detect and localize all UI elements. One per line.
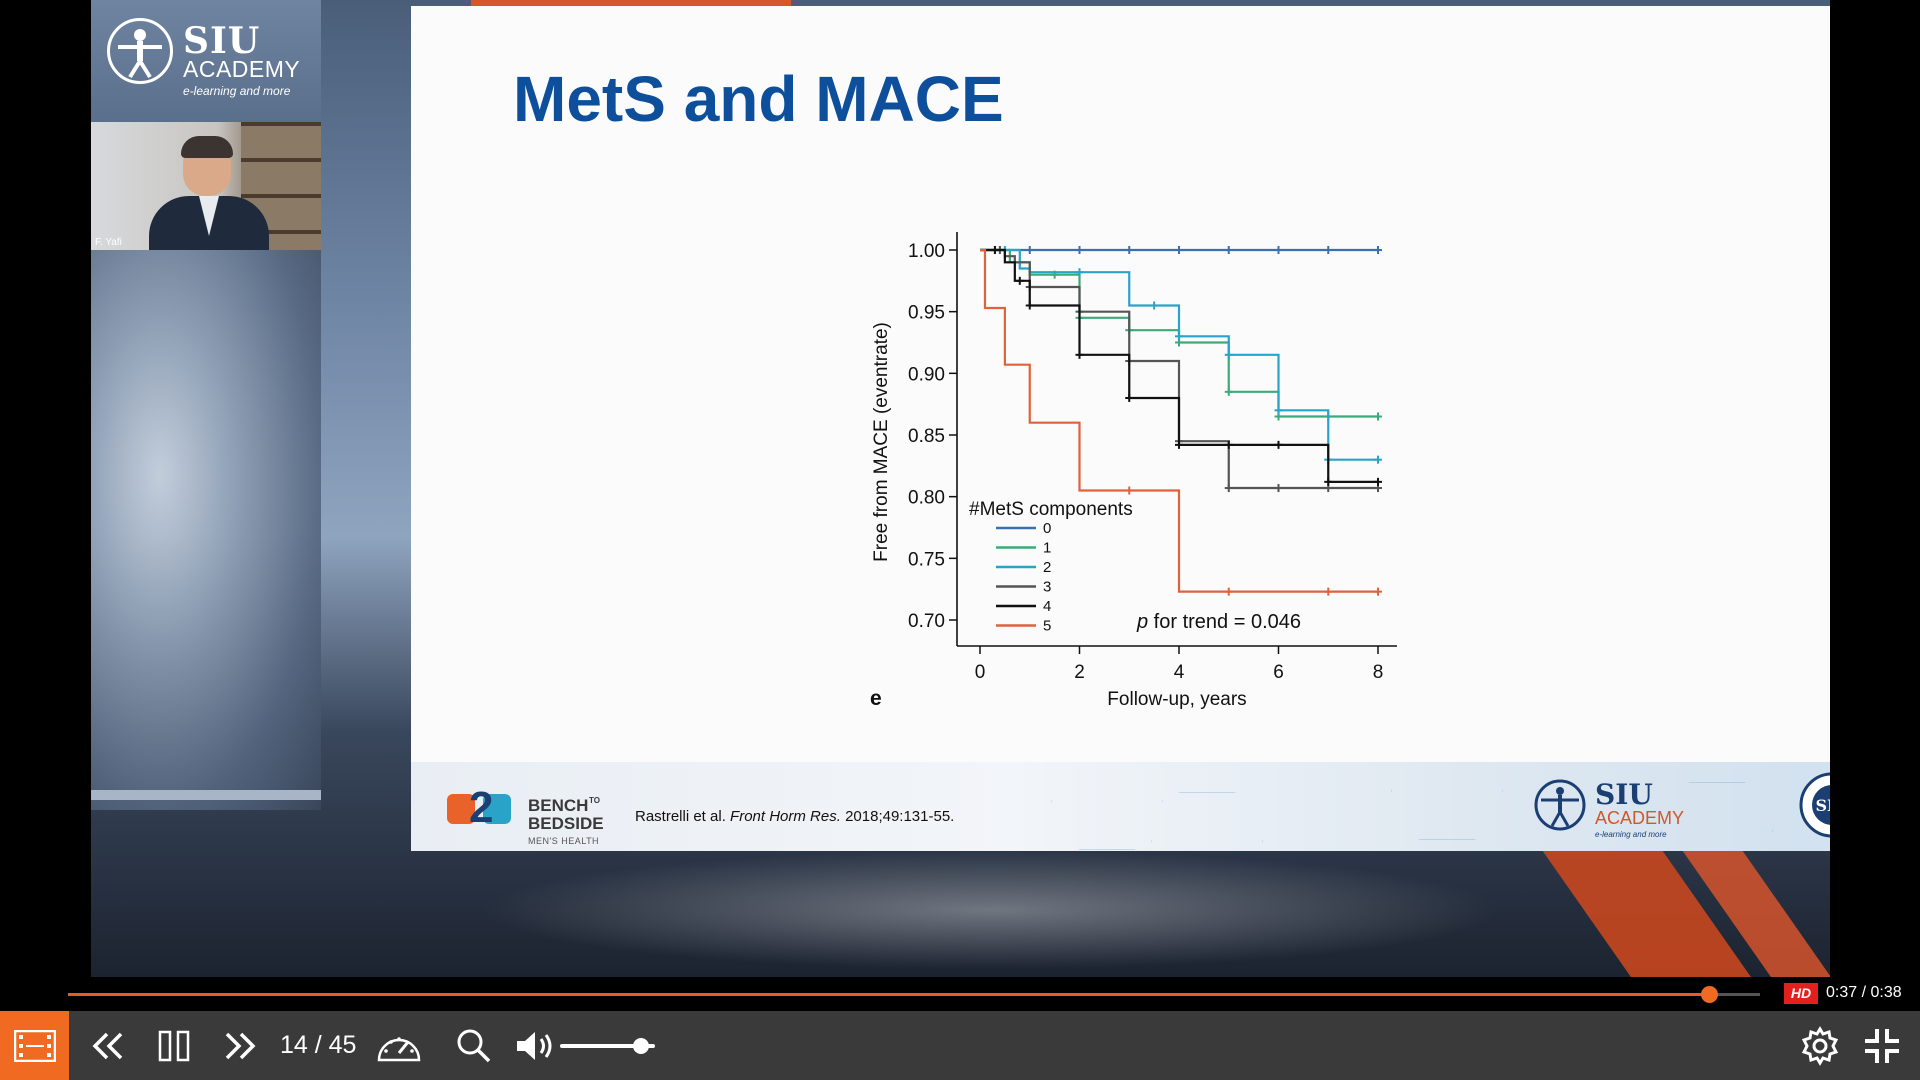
volume-icon (515, 1030, 555, 1062)
pause-button[interactable] (152, 1011, 196, 1080)
volume-button[interactable] (514, 1011, 556, 1080)
seek-bar-handle[interactable] (1701, 986, 1719, 1003)
chart-axes: 0.70 0.75 0.80 0.85 0.90 0.95 1.00 0 2 4 6 8 (908, 232, 1397, 683)
exit-fullscreen-icon (1862, 1026, 1902, 1066)
brand-name: SIU (183, 20, 261, 62)
video-stage: SIU ACADEMY e-learning and more F. Yafi … (91, 0, 1830, 977)
film-icon (13, 1029, 56, 1062)
search-button[interactable] (452, 1011, 496, 1080)
seek-bar-fill (68, 993, 1710, 996)
brand-subname: ACADEMY (183, 56, 301, 82)
footer-tagline: e-learning and more (1595, 830, 1667, 839)
speaker-name: F. Yafi (95, 237, 122, 248)
series-4 (980, 246, 1382, 486)
volume-slider-handle[interactable] (632, 1038, 649, 1054)
series-0 (980, 246, 1382, 254)
slide-footer: 2 BENCH BEDSIDE MEN'S HEALTH TO Rastrell… (411, 762, 1830, 851)
km-chart: 0.70 0.75 0.80 0.85 0.90 0.95 1.00 0 2 4 6 8 #MetS … (870, 232, 1397, 710)
slides-button[interactable] (0, 1011, 69, 1080)
x-tick-label: 6 (1273, 662, 1284, 683)
svg-text:2: 2 (469, 783, 493, 832)
settings-button[interactable] (1796, 1011, 1844, 1080)
brand-tagline: e-learning and more (183, 84, 291, 98)
x-axis-label: Follow-up, years (1107, 689, 1246, 710)
speed-icon (376, 1029, 422, 1063)
brand-panel: SIU ACADEMY e-learning and more (91, 0, 321, 122)
y-tick-label: 1.00 (908, 241, 945, 262)
bench-to-bedside-logo-icon: 2 (447, 783, 511, 832)
hd-badge[interactable]: HD (1784, 983, 1818, 1004)
b2b-line1: BENCH (528, 796, 589, 815)
siu-footer-logo-icon (1534, 779, 1586, 831)
player-controls: 14 / 45 (0, 1011, 1920, 1080)
series-line-5 (980, 248, 1378, 593)
previous-slide-button[interactable] (86, 1011, 130, 1080)
citation: Rastrelli et al. Front Horm Res. 2018;49… (635, 808, 955, 825)
background-globe (91, 250, 321, 810)
series-5 (980, 248, 1382, 596)
y-tick-label: 0.75 (908, 549, 945, 570)
y-tick-label: 0.85 (908, 426, 945, 447)
rewind-icon (91, 1031, 125, 1061)
series-2 (980, 246, 1382, 464)
series-line-2 (980, 248, 1378, 461)
speaker-video: F. Yafi (91, 122, 321, 250)
series-line-4 (980, 248, 1378, 483)
presentation-slide: MetS and MACE 0.70 0.75 0.80 0.85 0.90 0.95 1.… (411, 6, 1830, 851)
footer-academy: ACADEMY (1595, 808, 1685, 828)
background-stripe (91, 790, 321, 800)
x-tick-label: 2 (1074, 662, 1085, 683)
legend-label-5: 5 (1043, 618, 1051, 635)
seek-bar[interactable] (68, 986, 1760, 1003)
footer-siu-name: SIU (1595, 778, 1653, 811)
series-3 (980, 246, 1382, 493)
legend-title: #MetS components (969, 499, 1133, 520)
search-icon (456, 1028, 492, 1064)
b2b-line2: BEDSIDE (528, 814, 604, 833)
footer-hex (1391, 762, 1503, 840)
y-axis-label: Free from MACE (eventrate) (871, 322, 892, 562)
exit-fullscreen-button[interactable] (1860, 1011, 1904, 1080)
panel-label: e (870, 687, 882, 710)
legend-label-1: 1 (1043, 540, 1051, 557)
fast-forward-icon (223, 1031, 257, 1061)
y-tick-label: 0.80 (908, 488, 945, 509)
seal-text: SIU (1816, 796, 1831, 815)
background-glow (391, 840, 1591, 977)
slide-counter: 14 / 45 (280, 1031, 357, 1059)
next-slide-button[interactable] (218, 1011, 262, 1080)
time-display: 0:37 / 0:38 (1826, 984, 1902, 1001)
b2b-to: TO (589, 796, 600, 805)
y-tick-label: 0.95 (908, 303, 945, 324)
x-tick-label: 4 (1174, 662, 1185, 683)
volume-slider[interactable] (560, 1038, 655, 1054)
p-trend-annotation: p for trend = 0.046 (1136, 611, 1301, 633)
slide-title: MetS and MACE (513, 63, 1004, 135)
legend-label-0: 0 (1043, 520, 1051, 537)
playback-speed-button[interactable] (374, 1011, 424, 1080)
legend-label-3: 3 (1043, 579, 1051, 596)
series-line-3 (980, 248, 1378, 490)
y-tick-label: 0.90 (908, 364, 945, 385)
legend-label-2: 2 (1043, 559, 1051, 576)
background-streak (471, 0, 791, 8)
y-tick-label: 0.70 (908, 611, 945, 632)
speaker-hair (181, 136, 233, 158)
b2b-line3: MEN'S HEALTH (528, 836, 600, 846)
footer-hex (1051, 762, 1163, 850)
gear-icon (1800, 1025, 1840, 1066)
x-tick-label: 8 (1373, 662, 1384, 683)
vitruvian-logo-icon (107, 18, 173, 84)
pause-icon (158, 1030, 190, 1062)
chart-series (980, 246, 1382, 596)
siu-seal-icon: SIU (1799, 772, 1830, 838)
x-tick-label: 0 (975, 662, 986, 683)
footer-hex (1151, 792, 1263, 851)
legend-label-4: 4 (1043, 598, 1051, 615)
